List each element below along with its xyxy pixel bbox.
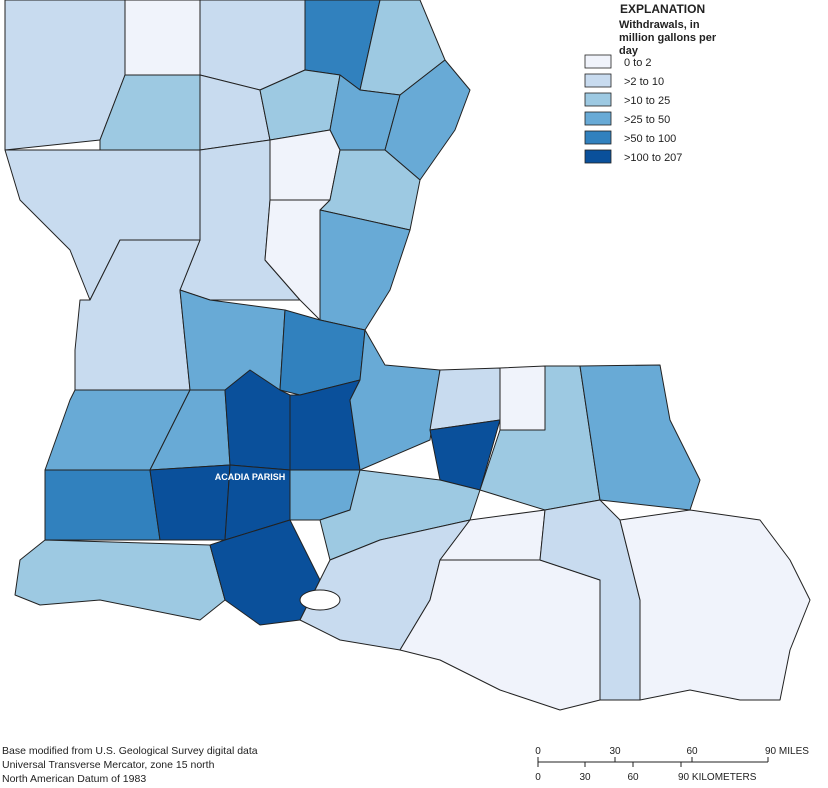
parish [579, 364, 701, 511]
scale-label: 30 [579, 772, 591, 783]
parishes [4, 0, 811, 711]
parish [319, 209, 411, 331]
parish [14, 539, 226, 621]
parish [269, 129, 341, 201]
parish [399, 559, 601, 711]
legend-swatch [584, 73, 612, 88]
scale-label: 0 [535, 772, 541, 783]
legend-swatch [584, 149, 612, 164]
parish [124, 0, 201, 76]
legend-label: >2 to 10 [624, 76, 664, 88]
legend-swatch [584, 111, 612, 126]
legend: 0 to 2 >2 to 10 >10 to 25 >25 to 50 >50 to 1… [584, 54, 682, 164]
source-note: Base modified from U.S. Geological Surve… [2, 745, 258, 757]
scale-label: 60 [627, 772, 639, 783]
scale-label: 30 [609, 746, 621, 757]
legend-swatch [584, 130, 612, 145]
lake [299, 589, 341, 611]
scale-label: 90 KILOMETERS [678, 772, 757, 783]
source-note: North American Datum of 1983 [2, 773, 146, 785]
legend-subtitle: Withdrawals, in million gallons per day [619, 19, 717, 57]
parish [44, 469, 161, 541]
scale-label: 90 MILES [765, 746, 809, 757]
source-note: Universal Transverse Mercator, zone 15 n… [2, 759, 215, 771]
legend-label: 0 to 2 [624, 57, 652, 69]
legend-label: >50 to 100 [624, 133, 676, 145]
legend-title: EXPLANATION [620, 2, 705, 16]
parish [429, 367, 501, 431]
scale-label: 0 [535, 746, 541, 757]
legend-label: >25 to 50 [624, 114, 670, 126]
parish [619, 509, 811, 701]
parish [499, 365, 546, 431]
legend-label: >10 to 25 [624, 95, 670, 107]
scale-label: 60 [686, 746, 698, 757]
scale-bar: 0 30 60 90 MILES 0 30 60 90 KILOMETERS [535, 746, 809, 783]
parish [349, 329, 441, 471]
parish [179, 289, 286, 391]
parish-label: ACADIA PARISH [215, 472, 286, 482]
legend-label: >100 to 207 [624, 152, 682, 164]
legend-swatch [584, 92, 612, 107]
legend-swatch [584, 54, 612, 69]
